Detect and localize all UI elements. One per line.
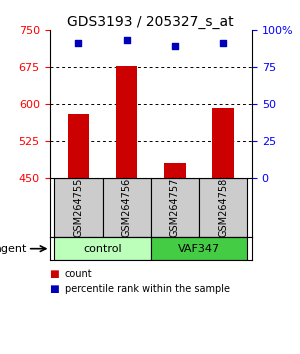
- Text: ■: ■: [50, 284, 59, 293]
- Bar: [103, 178, 151, 237]
- Text: agent: agent: [0, 244, 26, 254]
- Text: ■: ■: [50, 269, 59, 279]
- Bar: [151, 237, 247, 260]
- Text: GSM264757: GSM264757: [170, 178, 180, 237]
- Point: [76, 41, 81, 46]
- Text: GSM264756: GSM264756: [122, 178, 132, 237]
- Text: GSM264755: GSM264755: [74, 178, 83, 237]
- Text: control: control: [83, 244, 122, 254]
- Point: [172, 44, 177, 49]
- Bar: [54, 237, 151, 260]
- Text: count: count: [64, 269, 92, 279]
- Point: [124, 38, 129, 43]
- Bar: [116, 65, 137, 178]
- Text: percentile rank within the sample: percentile rank within the sample: [64, 284, 230, 293]
- Text: VAF347: VAF347: [178, 244, 220, 254]
- Bar: [164, 163, 186, 178]
- Bar: [199, 178, 247, 237]
- Bar: [151, 178, 199, 237]
- Title: GDS3193 / 205327_s_at: GDS3193 / 205327_s_at: [68, 15, 234, 29]
- Bar: [212, 108, 234, 178]
- Bar: [68, 114, 89, 178]
- Bar: [54, 178, 103, 237]
- Text: GSM264758: GSM264758: [218, 178, 228, 237]
- Point: [221, 41, 226, 46]
